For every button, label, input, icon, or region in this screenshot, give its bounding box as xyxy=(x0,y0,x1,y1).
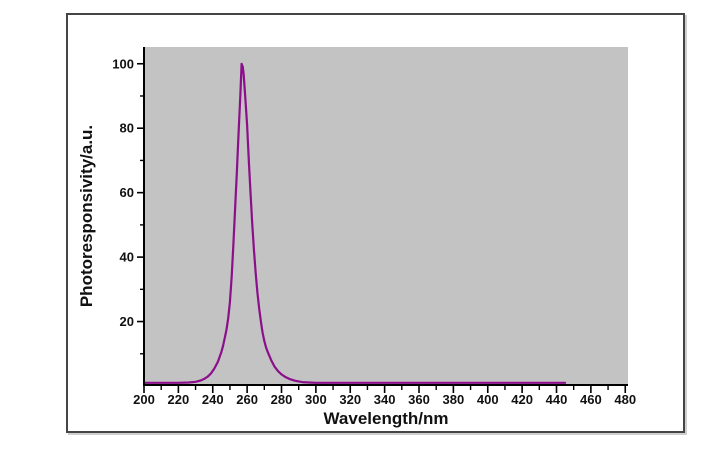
plot-area xyxy=(143,47,628,386)
x-tick-label: 200 xyxy=(133,392,155,407)
y-axis-title: Photoresponsivity/a.u. xyxy=(77,125,96,307)
x-tick-label: 420 xyxy=(511,392,533,407)
x-tick-label: 440 xyxy=(546,392,568,407)
x-axis-title: Wavelength/nm xyxy=(324,409,449,428)
x-tick-label: 400 xyxy=(477,392,499,407)
x-tick-label: 300 xyxy=(305,392,327,407)
y-tick-label: 100 xyxy=(112,56,134,71)
x-tick-label: 360 xyxy=(408,392,430,407)
chart-dynamic-layer: 200 220 240 260 280 300 320 340 360 380 400 420 440 4… xyxy=(112,56,636,407)
x-tick-label: 340 xyxy=(374,392,396,407)
x-tick-label: 260 xyxy=(236,392,258,407)
data-curve-photoresponsivity xyxy=(142,62,567,384)
y-tick-label: 60 xyxy=(120,185,134,200)
x-tick-label: 380 xyxy=(443,392,465,407)
x-tick-label: 480 xyxy=(614,392,636,407)
y-tick-label: 20 xyxy=(120,314,134,329)
y-tick-label: 80 xyxy=(120,121,134,136)
x-tick-label: 320 xyxy=(339,392,361,407)
x-tick-label: 220 xyxy=(168,392,190,407)
x-tick-label: 460 xyxy=(580,392,602,407)
x-tick-label: 280 xyxy=(271,392,293,407)
y-tick-label: 40 xyxy=(120,250,134,265)
x-tick-label: 240 xyxy=(202,392,224,407)
